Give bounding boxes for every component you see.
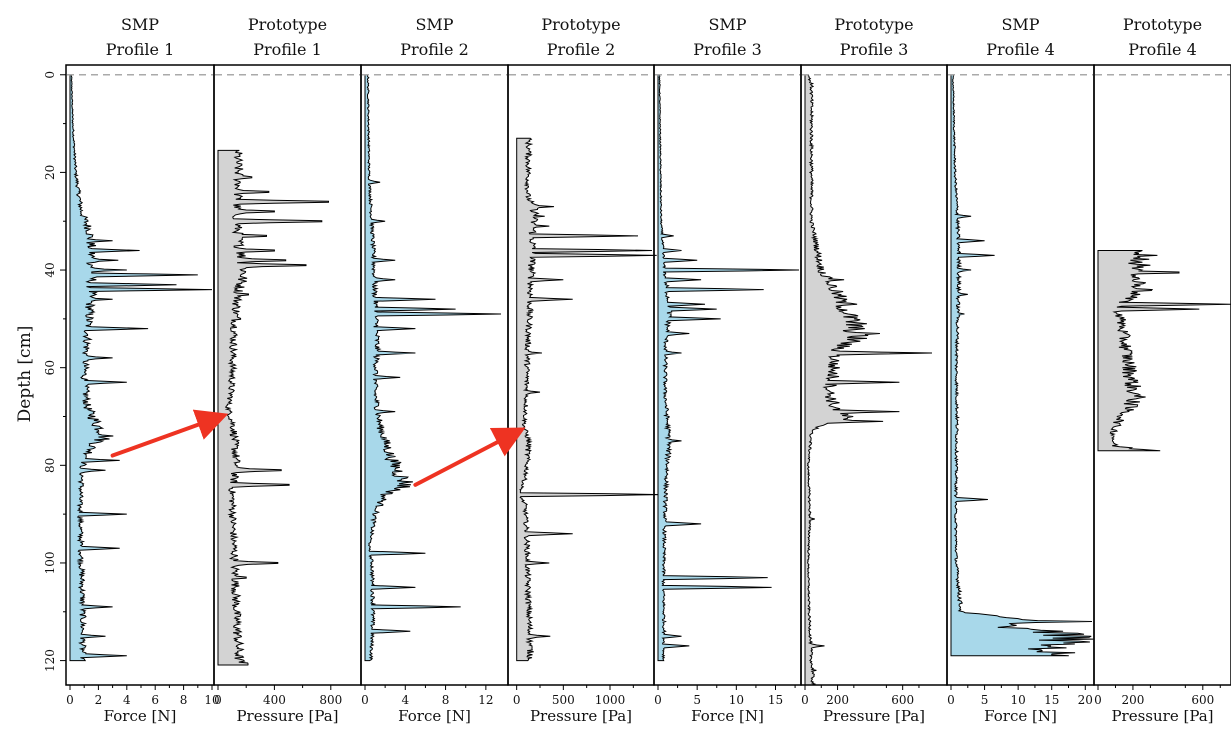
x-tick-label: 15 xyxy=(768,693,783,707)
x-tick-label: 0 xyxy=(66,693,74,707)
panel-title-line1: SMP xyxy=(1001,15,1039,34)
panel-frame-7 xyxy=(946,64,1095,686)
panel-5: SMP Profile 3 0 5 10 15 Force [N] xyxy=(654,15,800,725)
y-axis: Depth [cm] 0 20 40 60 80 100 120 xyxy=(15,71,66,672)
panel-title-line2: Profile 2 xyxy=(400,40,469,59)
y-tick-label: 60 xyxy=(43,360,57,375)
x-tick-label: 8 xyxy=(180,693,188,707)
y-axis-label: Depth [cm] xyxy=(15,326,35,423)
y-tick-label: 40 xyxy=(43,262,57,277)
panel-3: SMP Profile 2 0 4 8 12 Force [N] xyxy=(361,15,502,725)
x-tick-label: 8 xyxy=(442,693,450,707)
x-tick-label: 200 xyxy=(826,693,849,707)
y-tick-label: 100 xyxy=(43,551,57,574)
arrows-layer xyxy=(110,409,526,487)
panel-frame-5 xyxy=(653,64,802,686)
panel-frame-8 xyxy=(1093,64,1231,686)
panel-title-line1: SMP xyxy=(708,15,746,34)
x-axis-label: Force [N] xyxy=(398,707,471,725)
y-tick-label: 20 xyxy=(43,165,57,180)
profile-area-1 xyxy=(69,74,213,662)
x-tick-label: 0 xyxy=(801,693,809,707)
panel-1: SMP Profile 1 0 2 4 6 8 10 Force [N] xyxy=(66,15,219,725)
x-tick-label: 20 xyxy=(1078,693,1093,707)
x-axis-label: Force [N] xyxy=(984,707,1057,725)
x-tick-label: 200 xyxy=(1121,693,1144,707)
x-tick-label: 400 xyxy=(263,693,286,707)
x-tick-label: 0 xyxy=(214,693,222,707)
x-tick-label: 800 xyxy=(319,693,342,707)
x-tick-label: 10 xyxy=(1011,693,1026,707)
panel-title-line2: Profile 3 xyxy=(693,40,762,59)
y-tick-label: 0 xyxy=(43,71,57,79)
x-tick-label: 4 xyxy=(123,693,131,707)
panel-title-line1: Prototype xyxy=(541,15,620,34)
panel-title-line2: Profile 1 xyxy=(106,40,175,59)
x-tick-label: 0 xyxy=(513,693,521,707)
x-tick-label: 6 xyxy=(151,693,159,707)
profile-area-3 xyxy=(364,74,502,662)
panel-title-line1: Prototype xyxy=(1123,15,1202,34)
x-tick-label: 1000 xyxy=(595,693,626,707)
x-axis-label: Pressure [Pa] xyxy=(530,707,632,725)
profile-area-6 xyxy=(804,74,933,686)
profile-area-5 xyxy=(657,74,800,662)
profile-area-7 xyxy=(950,74,1094,657)
x-axis-label: Pressure [Pa] xyxy=(236,707,338,725)
frames-layer xyxy=(65,64,1231,686)
x-tick-label: 0 xyxy=(1094,693,1102,707)
y-tick-label: 120 xyxy=(43,649,57,672)
panel-title-line1: Prototype xyxy=(834,15,913,34)
x-axis-label: Pressure [Pa] xyxy=(823,707,925,725)
x-tick-label: 5 xyxy=(693,693,701,707)
panel-frame-3 xyxy=(360,64,509,686)
x-tick-label: 4 xyxy=(401,693,409,707)
panel-7: SMP Profile 4 0 5 10 15 20 Force [N] xyxy=(947,15,1094,725)
panel-title-line1: Prototype xyxy=(248,15,327,34)
x-tick-label: 10 xyxy=(204,693,219,707)
x-tick-label: 15 xyxy=(1044,693,1059,707)
x-tick-label: 600 xyxy=(1191,693,1214,707)
panel-frame-1 xyxy=(65,64,215,686)
panel-title-line2: Profile 4 xyxy=(1128,40,1197,59)
x-tick-label: 10 xyxy=(729,693,744,707)
x-tick-label: 500 xyxy=(552,693,575,707)
x-axis-label: Force [N] xyxy=(691,707,764,725)
profile-area-4 xyxy=(516,137,662,662)
panel-title-line2: Profile 4 xyxy=(986,40,1055,59)
panel-title-line1: SMP xyxy=(415,15,453,34)
x-axis-label: Pressure [Pa] xyxy=(1111,707,1213,725)
panel-title-line1: SMP xyxy=(121,15,159,34)
x-axis-label: Force [N] xyxy=(104,707,177,725)
x-tick-label: 2 xyxy=(95,693,103,707)
annotation-arrow-1 xyxy=(110,409,229,458)
profile-area-8 xyxy=(1097,250,1231,452)
panel-title-line2: Profile 1 xyxy=(253,40,322,59)
x-tick-label: 0 xyxy=(947,693,955,707)
x-tick-label: 600 xyxy=(891,693,914,707)
x-tick-label: 5 xyxy=(981,693,989,707)
annotation-arrow-2 xyxy=(413,427,526,487)
panel-title-line2: Profile 3 xyxy=(840,40,909,59)
y-tick-label: 80 xyxy=(43,458,57,473)
panel-title-line2: Profile 2 xyxy=(547,40,616,59)
x-tick-label: 12 xyxy=(478,693,493,707)
x-tick-label: 0 xyxy=(654,693,662,707)
x-tick-label: 0 xyxy=(361,693,369,707)
profile-area-2 xyxy=(217,149,329,666)
